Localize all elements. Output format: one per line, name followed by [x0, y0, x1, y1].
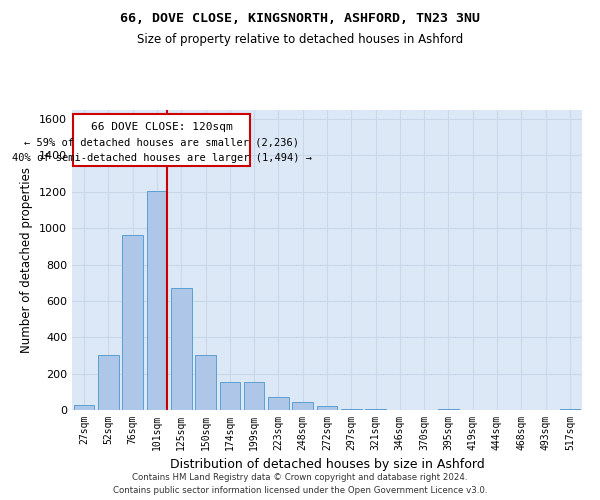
Bar [341, 409, 362, 410]
FancyBboxPatch shape [73, 114, 251, 166]
Text: Contains public sector information licensed under the Open Government Licence v3: Contains public sector information licen… [113, 486, 487, 495]
Bar [146, 191, 167, 410]
Bar [98, 356, 119, 410]
Y-axis label: Number of detached properties: Number of detached properties [20, 167, 34, 353]
Bar [195, 356, 216, 410]
Bar [268, 398, 289, 410]
Text: 66, DOVE CLOSE, KINGSNORTH, ASHFORD, TN23 3NU: 66, DOVE CLOSE, KINGSNORTH, ASHFORD, TN2… [120, 12, 480, 26]
Bar [317, 406, 337, 410]
Bar [220, 382, 240, 410]
Bar [292, 402, 313, 410]
Bar [560, 409, 580, 410]
Bar [74, 404, 94, 410]
X-axis label: Distribution of detached houses by size in Ashford: Distribution of detached houses by size … [170, 458, 484, 471]
Text: 40% of semi-detached houses are larger (1,494) →: 40% of semi-detached houses are larger (… [12, 154, 312, 164]
Bar [438, 409, 459, 410]
Text: Contains HM Land Registry data © Crown copyright and database right 2024.: Contains HM Land Registry data © Crown c… [132, 474, 468, 482]
Text: 66 DOVE CLOSE: 120sqm: 66 DOVE CLOSE: 120sqm [91, 122, 233, 132]
Text: Size of property relative to detached houses in Ashford: Size of property relative to detached ho… [137, 32, 463, 46]
Bar [365, 409, 386, 410]
Bar [122, 236, 143, 410]
Bar [171, 288, 191, 410]
Text: ← 59% of detached houses are smaller (2,236): ← 59% of detached houses are smaller (2,… [25, 138, 299, 147]
Bar [244, 382, 265, 410]
